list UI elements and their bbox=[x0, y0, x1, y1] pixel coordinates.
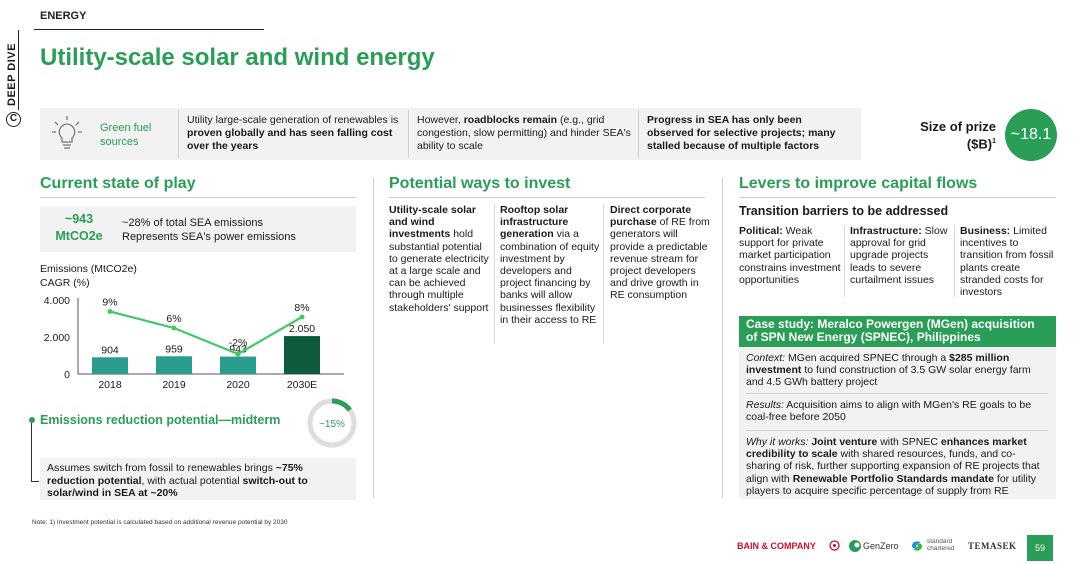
cagr-label: 6% bbox=[166, 313, 181, 325]
barrier-political: Political: Weak support for private mark… bbox=[739, 225, 841, 286]
cagr-line bbox=[109, 310, 303, 356]
invest-direct-purchase: Direct corporate purchase of RE from gen… bbox=[610, 204, 710, 302]
barrier-business: Business: Limited incentives to transiti… bbox=[960, 225, 1054, 299]
cagr-label: -2% bbox=[229, 337, 248, 349]
barriers-title: Transition barriers to be addressed bbox=[739, 204, 949, 218]
case-study-box bbox=[739, 347, 1056, 499]
emissions-description: ~28% of total SEA emissions Represents SE… bbox=[122, 217, 296, 243]
reduction-percent: ~15% bbox=[319, 419, 345, 430]
case-context: Context: MGen acquired SPNEC through a $… bbox=[746, 352, 1031, 389]
column-divider bbox=[722, 178, 723, 498]
cagr-label: 8% bbox=[294, 302, 309, 314]
y-tick-label: 2.000 bbox=[44, 332, 70, 344]
bain-logo: BAIN & COMPANY bbox=[737, 541, 816, 551]
lightbulb-icon bbox=[52, 116, 82, 149]
section-eyebrow: ENERGY bbox=[40, 10, 87, 22]
bullet-connector bbox=[31, 423, 32, 481]
band-divider bbox=[178, 110, 179, 158]
y-tick-label: 4.000 bbox=[44, 295, 70, 307]
section-rule bbox=[40, 197, 356, 198]
cagr-point bbox=[299, 314, 305, 320]
band-divider bbox=[638, 110, 639, 158]
invest-rooftop: Rooftop solar infrastructure generation … bbox=[500, 204, 600, 326]
x-tick-label: 2019 bbox=[162, 379, 186, 391]
case-divider bbox=[746, 393, 1048, 394]
invest-utility-scale: Utility-scale solar and wind investments… bbox=[389, 204, 489, 314]
case-results: Results: Acquisition aims to align with … bbox=[746, 399, 1032, 424]
x-tick-label: 2020 bbox=[226, 379, 250, 391]
case-divider bbox=[746, 430, 1048, 431]
cagr-point bbox=[107, 309, 113, 314]
bullet-connector bbox=[31, 481, 39, 482]
band-divider bbox=[408, 110, 409, 158]
deep-dive-label: DEEP DIVE bbox=[6, 43, 18, 106]
temasek-logo: TEMASEK bbox=[968, 541, 1017, 551]
page-number: 59 bbox=[1027, 535, 1053, 561]
rail-line bbox=[18, 30, 19, 110]
bain-mark-icon bbox=[829, 540, 840, 551]
genzero-logo: GenZero bbox=[863, 541, 899, 551]
barrier-divider bbox=[954, 225, 955, 297]
bar-2020 bbox=[220, 356, 256, 374]
emissions-chart: 02.0004.0009042018959201994320202.050203… bbox=[44, 295, 344, 391]
band-text-progress: Progress in SEA has only been observed f… bbox=[647, 114, 836, 152]
levers-title: Levers to improve capital flows bbox=[739, 175, 978, 192]
reduction-text: Assumes switch from fossil to renewables… bbox=[40, 458, 356, 500]
x-tick-label: 2030E bbox=[287, 379, 317, 391]
cagr-label: 9% bbox=[102, 297, 117, 309]
eyebrow-divider bbox=[34, 29, 264, 30]
section-rule bbox=[389, 197, 705, 198]
band-label: Green fuel sources bbox=[100, 122, 152, 148]
bar-value-label: 959 bbox=[165, 343, 183, 355]
cagr-point bbox=[235, 351, 241, 357]
barrier-infrastructure: Infrastructure: Slow approval for grid u… bbox=[850, 225, 948, 286]
reduction-donut: ~15% bbox=[307, 398, 357, 448]
column-divider bbox=[373, 178, 374, 498]
invest-divider bbox=[494, 204, 495, 344]
bullet-dot bbox=[29, 417, 35, 423]
x-tick-label: 2018 bbox=[98, 379, 122, 391]
bar-2018 bbox=[92, 357, 128, 374]
bar-value-label: 904 bbox=[101, 344, 119, 356]
cagr-point bbox=[171, 325, 177, 331]
deep-dive-symbol: C bbox=[6, 112, 21, 127]
case-study-title: Case study: Meralco Powergen (MGen) acqu… bbox=[739, 316, 1056, 347]
reduction-title: Emissions reduction potential—midterm bbox=[40, 413, 281, 427]
standard-chartered-logo: standard chartered bbox=[927, 538, 955, 552]
page-title: Utility-scale solar and wind energy bbox=[40, 44, 435, 71]
size-of-prize-label: Size of prize ($B)1 bbox=[920, 119, 996, 152]
standard-chartered-icon bbox=[912, 541, 922, 551]
case-why-it-works: Why it works: Joint venture with SPNEC e… bbox=[746, 436, 1040, 497]
chart-legend-labels: Emissions (MtCO2e) CAGR (%) bbox=[40, 263, 137, 289]
footnote: Note: 1) Investment potential is calcula… bbox=[32, 519, 288, 526]
current-state-title: Current state of play bbox=[40, 175, 196, 192]
section-rule bbox=[739, 197, 1056, 198]
bar-value-label: 2.050 bbox=[289, 323, 315, 335]
invest-divider bbox=[603, 204, 604, 344]
size-of-prize-value: ~18.1 bbox=[1005, 109, 1057, 161]
band-text-global: Utility large-scale generation of renewa… bbox=[187, 114, 399, 152]
genzero-logo-icon bbox=[849, 540, 861, 552]
bar-2019 bbox=[156, 356, 192, 374]
bar-2030e bbox=[284, 336, 320, 374]
ways-to-invest-title: Potential ways to invest bbox=[389, 175, 571, 192]
emissions-summary-box bbox=[40, 206, 356, 252]
y-tick-label: 0 bbox=[64, 369, 70, 381]
band-text-roadblocks: However, roadblocks remain (e.g., grid c… bbox=[417, 114, 631, 152]
barrier-divider bbox=[844, 225, 845, 297]
summary-band bbox=[40, 108, 861, 160]
emissions-value: ~943 MtCO2e bbox=[55, 212, 103, 243]
